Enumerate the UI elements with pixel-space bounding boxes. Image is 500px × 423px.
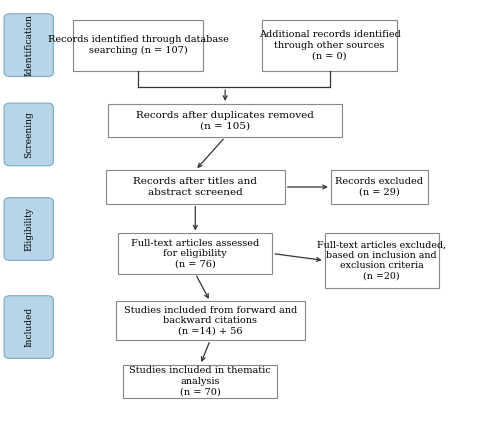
Bar <box>331 170 428 203</box>
Text: Records after duplicates removed
(n = 105): Records after duplicates removed (n = 10… <box>136 111 314 130</box>
Bar <box>108 104 342 137</box>
Text: Eligibility: Eligibility <box>24 207 33 251</box>
Text: Included: Included <box>24 307 33 347</box>
Text: Studies included in thematic
analysis
(n = 70): Studies included in thematic analysis (n… <box>130 366 271 396</box>
Bar <box>324 233 439 288</box>
Text: Studies included from forward and
backward citations
(n =14) + 56: Studies included from forward and backwa… <box>124 306 297 336</box>
Text: Records excluded
(n = 29): Records excluded (n = 29) <box>336 177 424 197</box>
Bar <box>74 20 203 71</box>
Text: Full-text articles assessed
for eligibility
(n = 76): Full-text articles assessed for eligibil… <box>131 239 260 269</box>
FancyBboxPatch shape <box>4 14 54 77</box>
Bar <box>106 170 285 203</box>
Text: Identification: Identification <box>24 14 33 76</box>
Bar <box>262 20 396 71</box>
Text: Screening: Screening <box>24 111 33 158</box>
FancyBboxPatch shape <box>4 103 54 166</box>
FancyBboxPatch shape <box>4 198 54 260</box>
Bar <box>118 233 272 274</box>
Text: Additional records identified
through other sources
(n = 0): Additional records identified through ot… <box>258 30 400 60</box>
Bar <box>123 365 278 398</box>
Bar <box>116 302 304 340</box>
Text: Records identified through database
searching (n = 107): Records identified through database sear… <box>48 36 228 55</box>
FancyBboxPatch shape <box>4 296 54 358</box>
Text: Full-text articles excluded,
based on inclusion and
exclusion criteria
(n =20): Full-text articles excluded, based on in… <box>317 240 446 280</box>
Text: Records after titles and
abstract screened: Records after titles and abstract screen… <box>134 177 258 197</box>
